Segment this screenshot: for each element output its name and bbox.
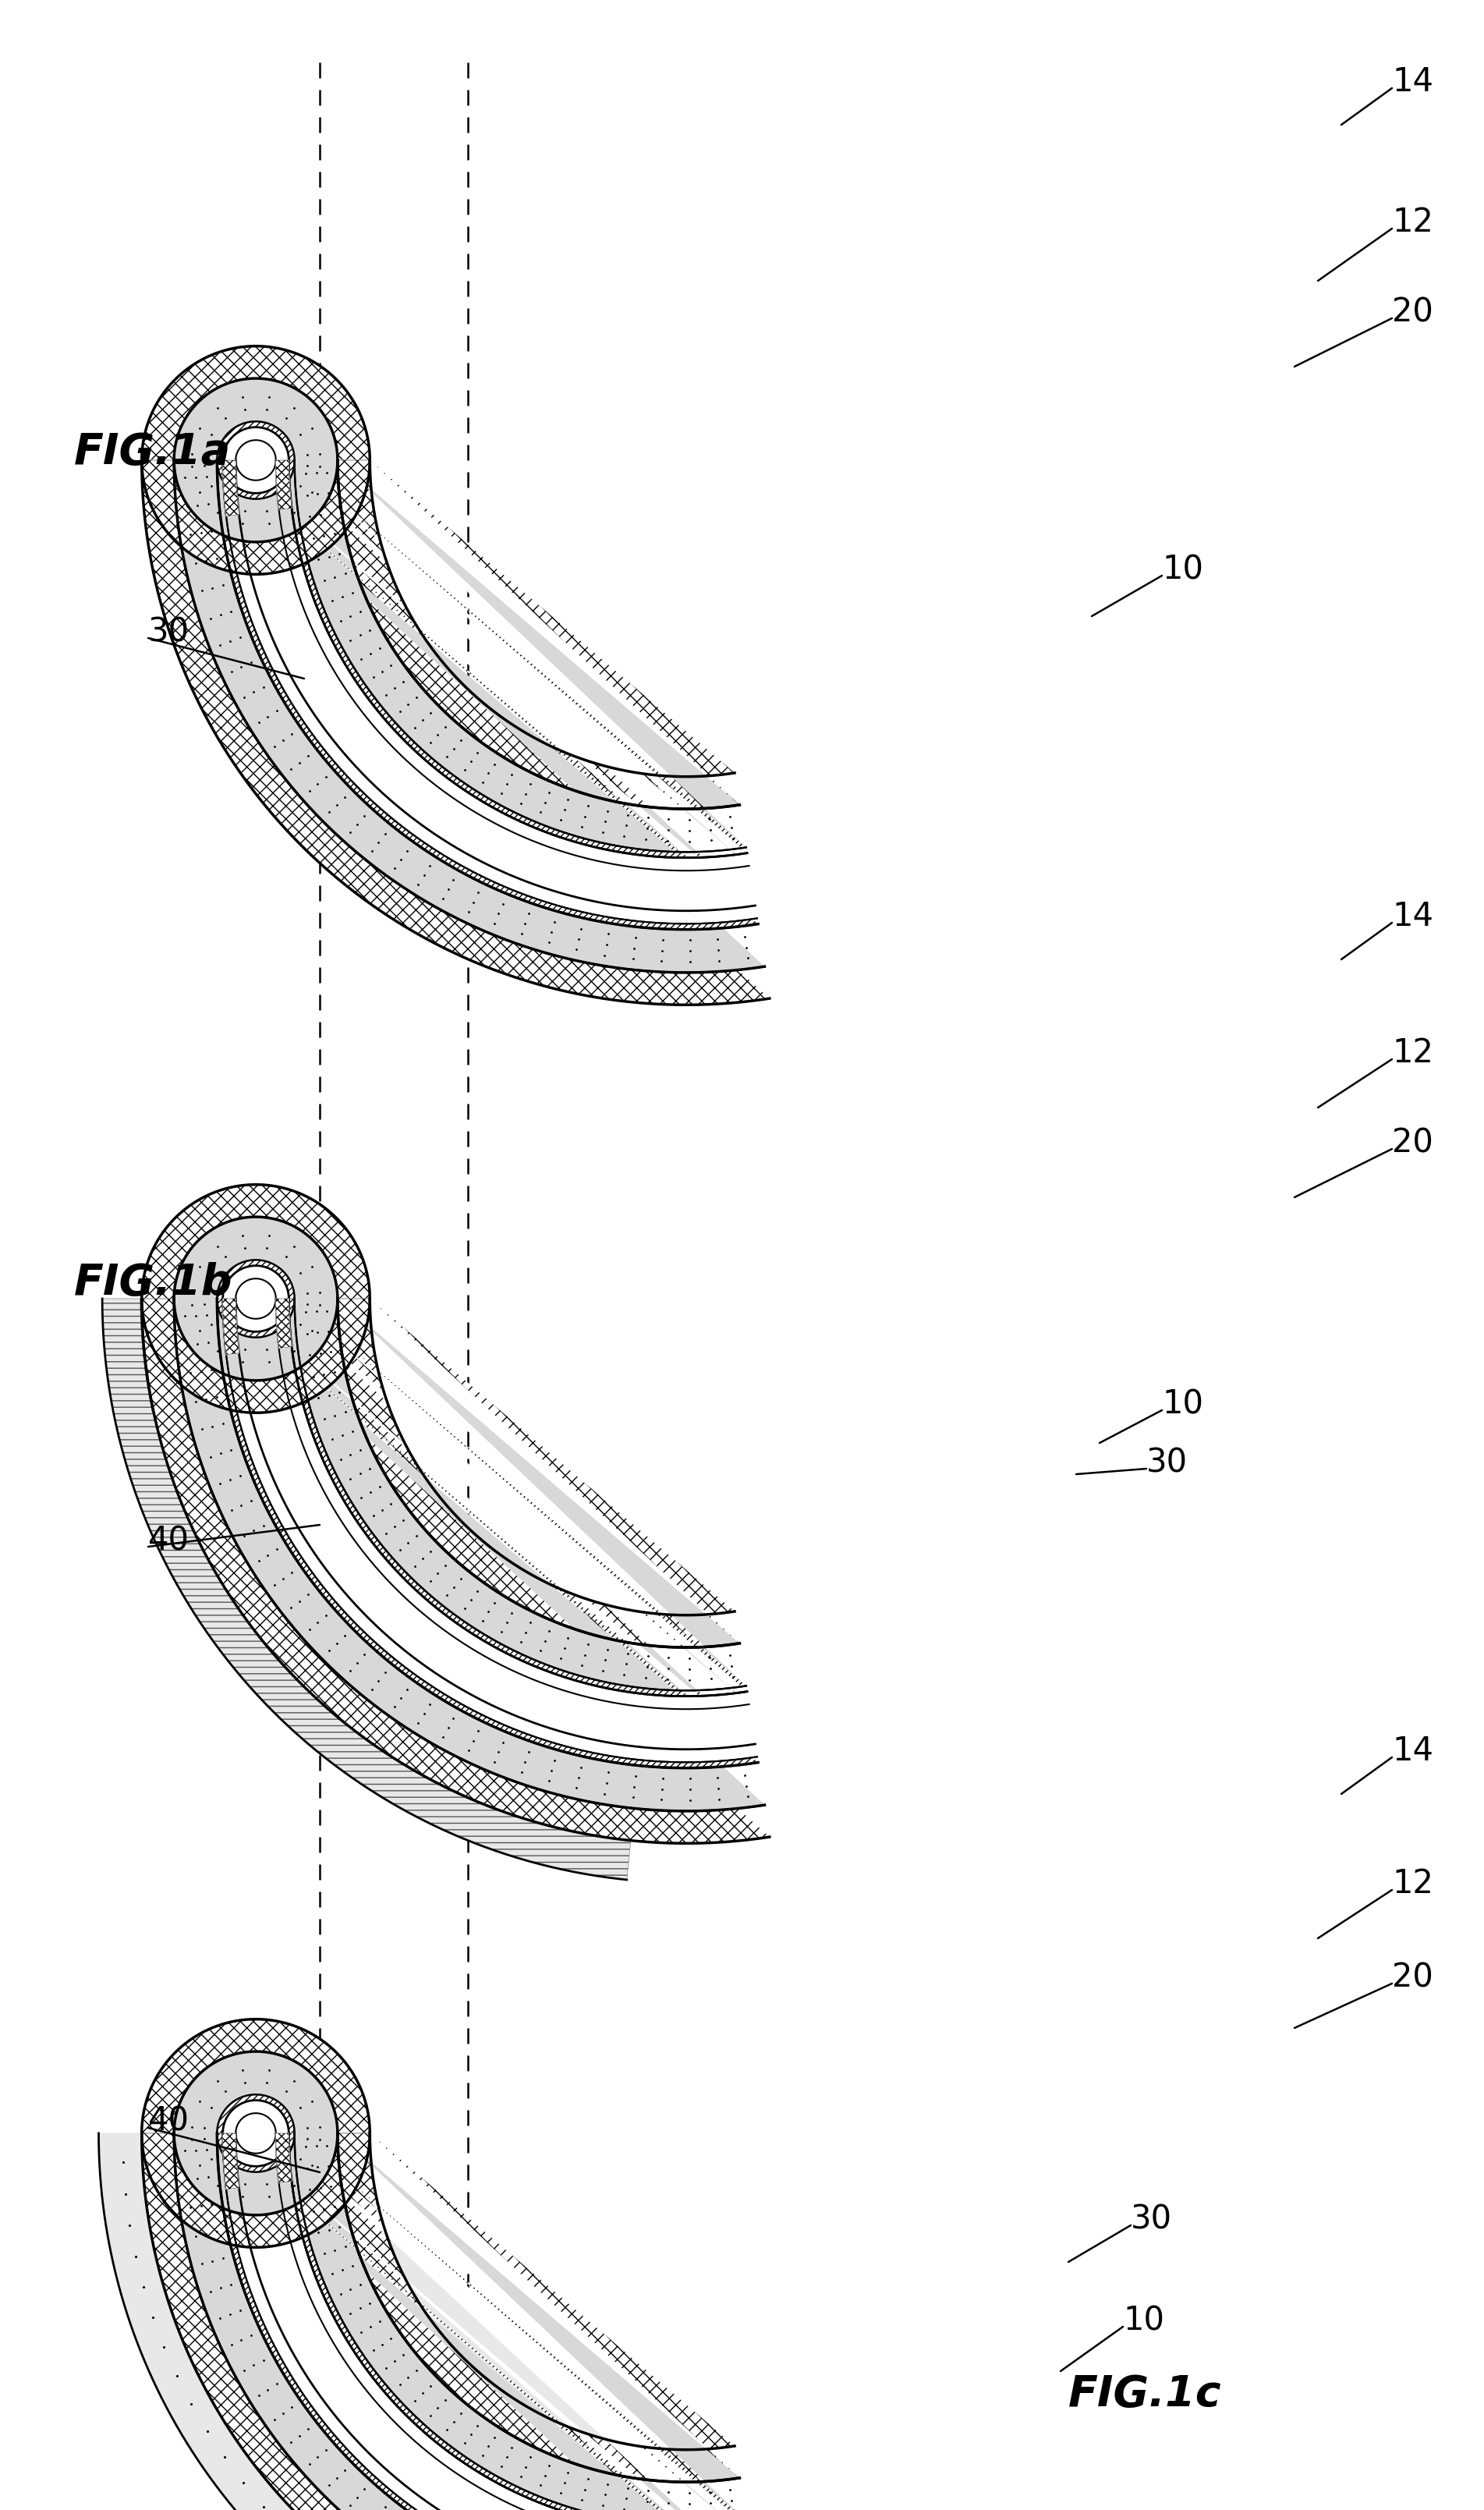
Polygon shape <box>217 1298 294 1338</box>
Polygon shape <box>217 2134 294 2171</box>
Polygon shape <box>174 2134 337 2214</box>
Text: 14: 14 <box>1392 65 1434 98</box>
Text: 12: 12 <box>1392 206 1434 238</box>
Text: 30: 30 <box>1131 2204 1172 2236</box>
Polygon shape <box>223 427 289 459</box>
Polygon shape <box>141 346 370 459</box>
Text: 20: 20 <box>1392 1127 1434 1160</box>
Polygon shape <box>141 2018 370 2134</box>
Polygon shape <box>174 459 337 542</box>
Polygon shape <box>236 2134 276 2154</box>
Text: 12: 12 <box>1392 1037 1434 1069</box>
Text: 20: 20 <box>1392 296 1434 329</box>
Polygon shape <box>236 459 276 479</box>
Polygon shape <box>276 2134 292 2184</box>
Polygon shape <box>217 422 294 459</box>
Polygon shape <box>223 2134 239 2189</box>
Polygon shape <box>217 459 294 499</box>
Text: 14: 14 <box>1392 901 1434 934</box>
Polygon shape <box>236 1298 276 1318</box>
Polygon shape <box>217 1260 294 1298</box>
Text: FIG.1b: FIG.1b <box>74 1263 233 1305</box>
Polygon shape <box>174 1298 337 1381</box>
Text: 40: 40 <box>148 2106 190 2139</box>
Text: 40: 40 <box>148 1524 190 1556</box>
Polygon shape <box>217 2093 294 2134</box>
Text: FIG.1c: FIG.1c <box>1068 2374 1221 2415</box>
Polygon shape <box>236 439 276 459</box>
Text: 10: 10 <box>1123 2304 1165 2337</box>
Polygon shape <box>223 2134 289 2166</box>
Polygon shape <box>223 1298 289 1333</box>
Polygon shape <box>102 1298 640 1880</box>
Text: 10: 10 <box>1162 1388 1204 1421</box>
Polygon shape <box>223 1265 289 1298</box>
Text: FIG.1a: FIG.1a <box>74 432 232 474</box>
Polygon shape <box>141 1298 370 1413</box>
Polygon shape <box>236 1278 276 1298</box>
Polygon shape <box>141 1185 370 1298</box>
Polygon shape <box>141 459 370 575</box>
Polygon shape <box>141 2134 370 2246</box>
Polygon shape <box>276 459 292 510</box>
Text: 20: 20 <box>1392 1960 1434 1993</box>
Polygon shape <box>174 379 337 459</box>
Polygon shape <box>223 1298 239 1355</box>
Text: 12: 12 <box>1392 1867 1434 1900</box>
Polygon shape <box>174 2051 337 2134</box>
Polygon shape <box>236 2113 276 2134</box>
Text: 10: 10 <box>1162 552 1204 585</box>
Polygon shape <box>223 2101 289 2134</box>
Polygon shape <box>223 459 289 492</box>
Polygon shape <box>174 1217 337 1298</box>
Text: 30: 30 <box>148 615 190 648</box>
Polygon shape <box>223 459 239 517</box>
Text: 14: 14 <box>1392 1734 1434 1767</box>
Text: 30: 30 <box>1146 1446 1187 1478</box>
Polygon shape <box>276 1298 292 1348</box>
